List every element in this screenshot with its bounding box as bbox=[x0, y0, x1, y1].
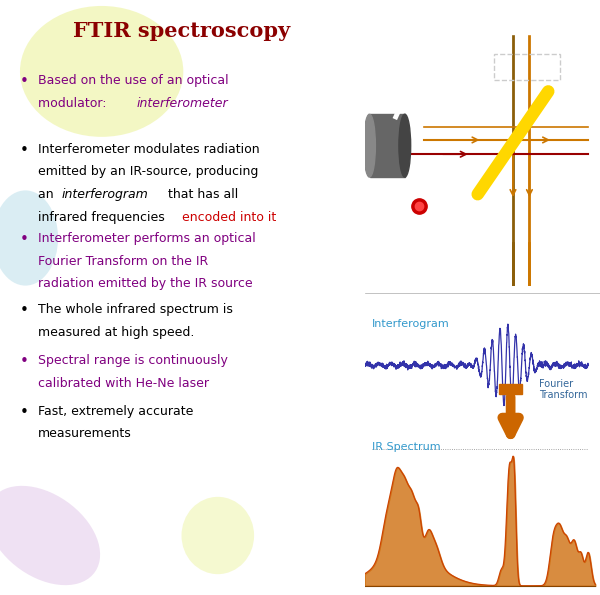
Text: an: an bbox=[38, 188, 58, 201]
Text: encoded into it: encoded into it bbox=[182, 211, 276, 224]
Text: radiation emitted by the IR source: radiation emitted by the IR source bbox=[38, 277, 253, 290]
Ellipse shape bbox=[20, 6, 184, 137]
Text: modulator:: modulator: bbox=[38, 97, 110, 110]
Bar bbox=[370, 114, 405, 177]
Text: infrared frequencies: infrared frequencies bbox=[38, 211, 169, 224]
Text: •: • bbox=[20, 232, 29, 247]
Text: •: • bbox=[20, 303, 29, 318]
Text: IR Spectrum: IR Spectrum bbox=[372, 441, 440, 452]
Text: •: • bbox=[20, 405, 29, 419]
Text: Spectral range is continuously: Spectral range is continuously bbox=[38, 354, 228, 367]
Text: measurements: measurements bbox=[38, 427, 132, 440]
Text: interferometer: interferometer bbox=[136, 97, 228, 110]
Text: Fourier
Transform: Fourier Transform bbox=[539, 379, 587, 400]
Text: emitted by an IR-source, producing: emitted by an IR-source, producing bbox=[38, 165, 259, 178]
Ellipse shape bbox=[181, 497, 254, 574]
Text: Fourier Transform on the IR: Fourier Transform on the IR bbox=[38, 255, 208, 268]
Text: Modulated
Beam: Modulated Beam bbox=[547, 165, 587, 185]
Ellipse shape bbox=[364, 114, 376, 177]
Bar bbox=[494, 54, 560, 80]
Bar bbox=[494, 21, 565, 35]
Text: Interferogram: Interferogram bbox=[372, 319, 449, 329]
Text: measured at high speed.: measured at high speed. bbox=[38, 326, 194, 339]
Text: •: • bbox=[20, 74, 29, 89]
Text: Interferometer modulates radiation: Interferometer modulates radiation bbox=[38, 143, 260, 156]
Text: interferogram: interferogram bbox=[62, 188, 148, 201]
Text: •: • bbox=[20, 143, 29, 158]
Bar bbox=[499, 384, 523, 394]
Ellipse shape bbox=[0, 190, 58, 286]
Text: Based on the use of an optical: Based on the use of an optical bbox=[38, 74, 229, 87]
Text: The whole infrared spectrum is: The whole infrared spectrum is bbox=[38, 303, 233, 317]
Text: Interferometer performs an optical: Interferometer performs an optical bbox=[38, 232, 256, 245]
Text: Fast, extremely accurate: Fast, extremely accurate bbox=[38, 405, 193, 418]
Text: Interferometer: Interferometer bbox=[372, 63, 448, 73]
Text: that has all: that has all bbox=[160, 188, 238, 201]
Text: FTIR spectroscopy: FTIR spectroscopy bbox=[73, 21, 290, 41]
Ellipse shape bbox=[399, 114, 410, 177]
Text: calibrated with He-Ne laser: calibrated with He-Ne laser bbox=[38, 377, 209, 390]
Ellipse shape bbox=[0, 486, 100, 585]
Text: •: • bbox=[20, 354, 29, 369]
